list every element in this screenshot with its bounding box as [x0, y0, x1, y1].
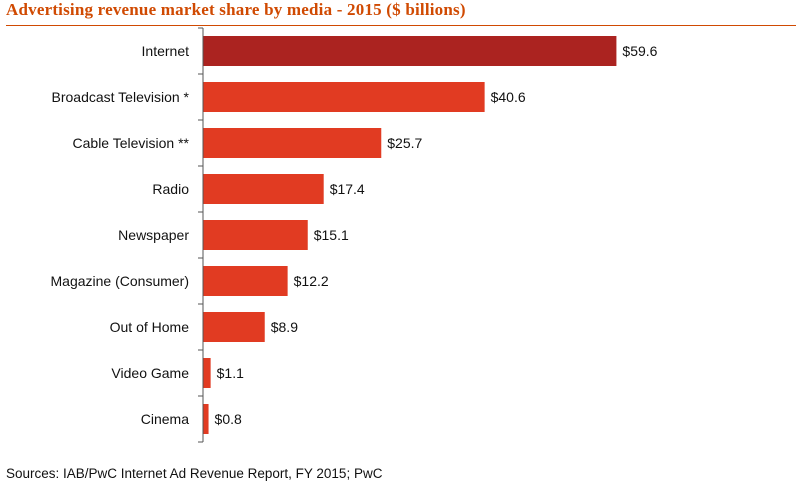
source-note: Sources: IAB/PwC Internet Ad Revenue Rep…	[6, 466, 383, 481]
bar	[203, 266, 288, 296]
value-label: $25.7	[387, 135, 422, 151]
category-label: Cable Television **	[73, 135, 190, 151]
category-label: Out of Home	[110, 319, 190, 335]
bar-chart: Internet $59.6 Broadcast Television * $40.6…	[51, 27, 658, 443]
category-label: Magazine (Consumer)	[51, 273, 190, 289]
value-label: $15.1	[314, 227, 349, 243]
bar	[203, 358, 211, 388]
bar	[203, 220, 308, 250]
value-label: $17.4	[330, 181, 365, 197]
bar	[203, 312, 265, 342]
bar	[203, 174, 324, 204]
value-label: $12.2	[294, 273, 329, 289]
value-label: $40.6	[491, 89, 526, 105]
category-label: Radio	[152, 181, 189, 197]
value-label: $1.1	[217, 365, 244, 381]
category-label: Cinema	[141, 411, 189, 427]
value-label: $59.6	[622, 43, 657, 59]
bar	[203, 36, 617, 66]
category-label: Newspaper	[118, 227, 189, 243]
category-label: Video Game	[111, 365, 189, 381]
title-divider	[6, 25, 796, 26]
category-label: Internet	[142, 43, 190, 59]
bar	[203, 128, 382, 158]
category-label: Broadcast Television *	[52, 89, 190, 105]
bar	[203, 82, 485, 112]
bar	[203, 404, 209, 434]
value-label: $8.9	[271, 319, 298, 335]
value-label: $0.8	[215, 411, 242, 427]
chart-title: Advertising revenue market share by medi…	[6, 0, 466, 19]
